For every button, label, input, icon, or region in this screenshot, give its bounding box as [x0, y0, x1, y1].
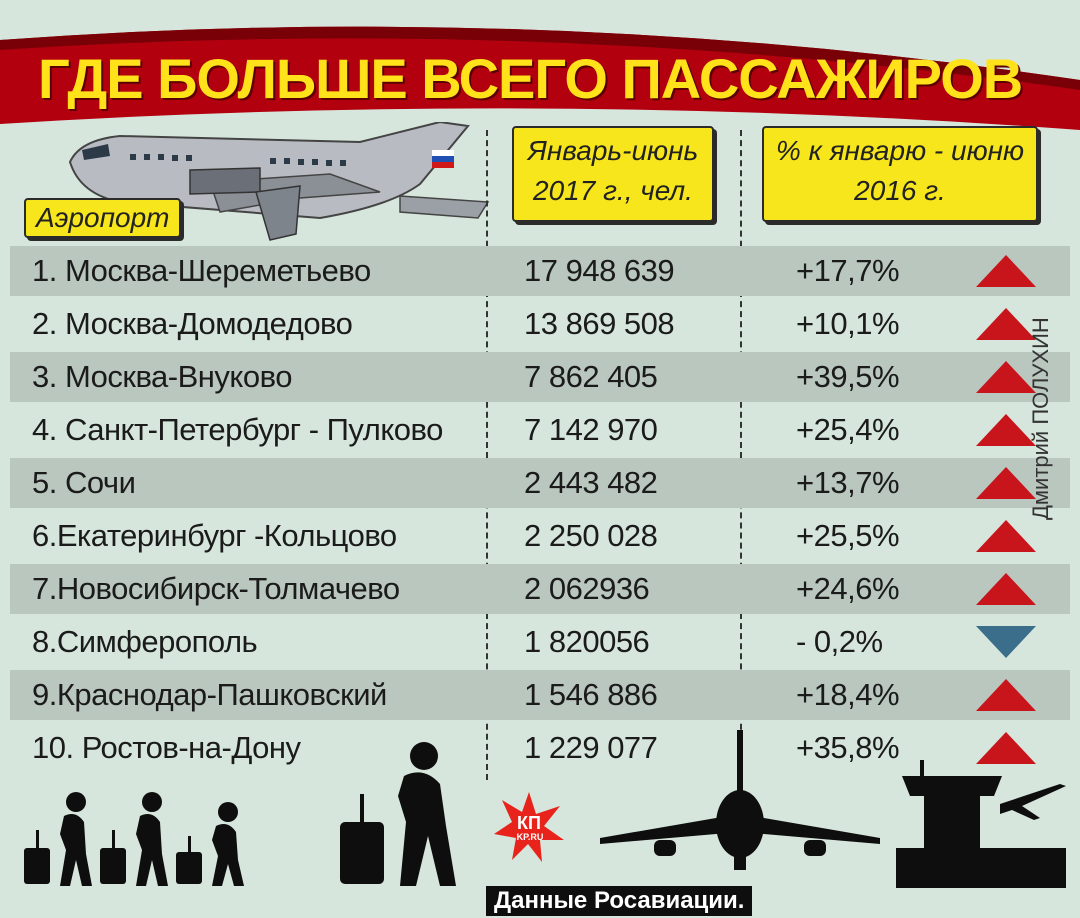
- airport-name: 2. Москва-Домодедово: [32, 306, 353, 341]
- column-header-period: Январь-июнь 2017 г., чел.: [512, 126, 714, 222]
- title-banner: [0, 26, 1080, 130]
- passenger-count: 17 948 639: [524, 253, 675, 288]
- table-row: 5. Сочи 2 443 482 +13,7%: [10, 458, 1070, 508]
- source-note: Данные Росавиации.: [486, 886, 753, 916]
- column-divider: [740, 130, 742, 780]
- column-header-period-line1: Январь-июнь: [527, 135, 699, 166]
- table-row: 1. Москва-Шереметьево 17 948 639 +17,7%: [10, 246, 1070, 296]
- passenger-count: 1 546 886: [524, 677, 658, 712]
- airport-name: 1. Москва-Шереметьево: [32, 253, 371, 288]
- bottom-illustration: [24, 730, 1066, 888]
- traveler-silhouette-icon: [100, 792, 168, 886]
- traveler-silhouette-icon: [176, 802, 244, 886]
- triangle-up-icon: [976, 414, 1036, 446]
- change-percent: +17,7%: [796, 253, 900, 288]
- page-title: ГДЕ БОЛЬШЕ ВСЕГО ПАССАЖИРОВ: [38, 47, 1023, 110]
- triangle-up-icon: [976, 573, 1036, 605]
- small-airplane-icon: [1000, 784, 1066, 820]
- triangle-up-icon: [976, 467, 1036, 499]
- airport-name: 5. Сочи: [32, 465, 136, 500]
- table-row: 4. Санкт-Петербург - Пулково 7 142 970 +25…: [10, 405, 1070, 455]
- logo-text: КП: [517, 813, 541, 833]
- airport-name: 3. Москва-Внуково: [32, 359, 292, 394]
- column-divider: [486, 130, 488, 780]
- table-row: 10. Ростов-на-Дону 1 229 077 +35,8%: [10, 723, 1070, 773]
- traveler-silhouette-icon: [24, 792, 92, 886]
- passenger-count: 1 229 077: [524, 730, 658, 765]
- table-row: 8.Симферополь 1 820056 - 0,2%: [10, 617, 1070, 667]
- change-percent: +25,4%: [796, 412, 900, 447]
- author-credit: Дмитрий ПОЛУХИН: [1028, 317, 1053, 520]
- control-tower-icon: [896, 760, 1066, 888]
- change-percent: +39,5%: [796, 359, 900, 394]
- passenger-count: 2 443 482: [524, 465, 658, 500]
- column-header-change-line2: 2016 г.: [854, 175, 946, 206]
- traveler-silhouette-icon: [340, 742, 456, 886]
- airport-name: 6.Екатеринбург -Кольцово: [32, 518, 397, 553]
- airplane-front-icon: [600, 730, 880, 870]
- passenger-count: 13 869 508: [524, 306, 675, 341]
- airport-name: 10. Ростов-на-Дону: [32, 730, 301, 765]
- column-header-change: % к январю - июню 2016 г.: [762, 126, 1038, 222]
- change-percent: +18,4%: [796, 677, 900, 712]
- table-row: 3. Москва-Внуково 7 862 405 +39,5%: [10, 352, 1070, 402]
- change-percent: +35,8%: [796, 730, 900, 765]
- triangle-up-icon: [976, 361, 1036, 393]
- column-header-period-line2: 2017 г., чел.: [533, 175, 693, 206]
- change-percent: +13,7%: [796, 465, 900, 500]
- passenger-count: 2 250 028: [524, 518, 658, 553]
- airport-name: 9.Краснодар-Пашковский: [32, 677, 387, 712]
- triangle-up-icon: [976, 308, 1036, 340]
- change-percent: +10,1%: [796, 306, 900, 341]
- airport-name: 8.Симферополь: [32, 624, 258, 659]
- change-percent: +25,5%: [796, 518, 900, 553]
- table-row: 9.Краснодар-Пашковский 1 546 886 +18,4%: [10, 670, 1070, 720]
- column-header-airport: Аэропорт: [24, 198, 182, 238]
- airplane-illustration: [68, 122, 490, 241]
- triangle-up-icon: [976, 255, 1036, 287]
- passenger-count: 2 062936: [524, 571, 650, 606]
- airport-name: 4. Санкт-Петербург - Пулково: [32, 412, 443, 447]
- passenger-count: 7 862 405: [524, 359, 658, 394]
- change-percent: +24,6%: [796, 571, 900, 606]
- logo-subtext: KP.RU: [517, 832, 544, 842]
- kp-logo: КП KP.RU: [494, 792, 564, 862]
- airport-name: 7.Новосибирск-Толмачево: [32, 571, 400, 606]
- triangle-up-icon: [976, 520, 1036, 552]
- table-row: 7.Новосибирск-Толмачево 2 062936 +24,6%: [10, 564, 1070, 614]
- passenger-count: 7 142 970: [524, 412, 658, 447]
- triangle-up-icon: [976, 732, 1036, 764]
- column-header-change-line1: % к январю - июню: [775, 135, 1025, 166]
- triangle-up-icon: [976, 679, 1036, 711]
- table-row: 2. Москва-Домодедово 13 869 508 +10,1%: [10, 299, 1070, 349]
- table-row: 6.Екатеринбург -Кольцово 2 250 028 +25,5%: [10, 511, 1070, 561]
- triangle-down-icon: [976, 626, 1036, 658]
- passenger-count: 1 820056: [524, 624, 650, 659]
- change-percent: - 0,2%: [796, 624, 883, 659]
